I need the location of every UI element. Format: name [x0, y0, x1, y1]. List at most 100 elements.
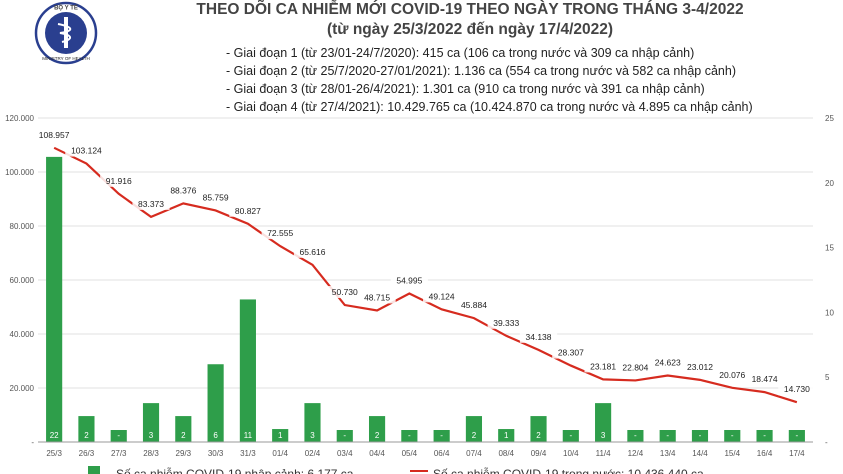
- bar-data-label: 3: [310, 431, 315, 440]
- y-axis-left: - 20.000 40.000 60.000 80.000 100.000 120.000: [5, 114, 34, 447]
- x-tick-label: 08/4: [498, 449, 514, 458]
- bar-data-label: -: [408, 431, 411, 440]
- line-label-bg: [778, 383, 816, 396]
- bar: [691, 430, 709, 442]
- bar: [368, 416, 386, 442]
- line-label-bg: [584, 360, 622, 373]
- bar-data-label: 2: [181, 431, 186, 440]
- bar-data-label: 2: [84, 431, 89, 440]
- bar: [595, 403, 612, 442]
- line-data-label: 50.730: [332, 287, 358, 297]
- x-tick-label: 26/3: [79, 449, 95, 458]
- bar-data-label: -: [699, 431, 702, 440]
- line-label-bg: [423, 290, 461, 303]
- x-tick-label: 17/4: [789, 449, 805, 458]
- line-data-label: 18.474: [752, 374, 778, 384]
- line-label-bg: [358, 291, 396, 304]
- line-label-bg: [487, 316, 525, 329]
- bar: [336, 430, 353, 442]
- bar: [46, 156, 63, 442]
- legend: Số ca nhiễm COVID-19 nhập cảnh: 6.177 ca…: [88, 466, 704, 474]
- ministry-of-health-logo: BỘ Y TẾ MINISTRY OF HEALTH: [34, 1, 98, 65]
- x-tick-label: 11/4: [596, 449, 612, 458]
- bar: [465, 416, 483, 442]
- x-tick-label: 14/4: [692, 449, 708, 458]
- bar: [239, 299, 256, 442]
- line-label-bg: [261, 227, 299, 240]
- bar: [659, 430, 676, 442]
- bar: [724, 430, 741, 442]
- line-label-bg: [649, 356, 687, 369]
- note-phase-2: - Giai đoạn 2 (từ 25/7/2020-27/01/2021):…: [226, 64, 736, 78]
- x-tick-label: 10/4: [563, 449, 579, 458]
- line-data-label: 88.376: [170, 185, 196, 195]
- y-left-tick-label: 40.000: [10, 330, 35, 339]
- bar: [78, 416, 95, 442]
- line-label-bg: [100, 174, 138, 187]
- x-tick-label: 29/3: [176, 449, 192, 458]
- bar-data-label: 11: [244, 431, 253, 440]
- bar: [788, 430, 805, 442]
- x-tick-label: 16/4: [757, 449, 773, 458]
- line-data-label: 20.076: [719, 370, 745, 380]
- bar: [175, 416, 192, 442]
- x-tick-label: 04/4: [369, 449, 385, 458]
- x-tick-label: 27/3: [111, 449, 127, 458]
- line-data-label: 23.181: [590, 361, 616, 371]
- chart-title: THEO DÕI CA NHIỄM MỚI COVID-19 THEO NGÀY…: [196, 0, 743, 18]
- bar: [142, 403, 160, 442]
- logo-text-top: BỘ Y TẾ: [54, 4, 78, 12]
- note-phase-3: - Giai đoạn 3 (từ 28/01-26/4/2021): 1.30…: [226, 82, 705, 96]
- x-tick-label: 01/4: [272, 449, 288, 458]
- line-data-label: 54.995: [396, 276, 422, 286]
- y-left-tick-label: 80.000: [10, 222, 35, 231]
- y-right-tick-label: 10: [825, 308, 834, 317]
- y-left-tick-label: 100.000: [5, 168, 34, 177]
- line-data-label: 91.916: [106, 176, 132, 186]
- bar: [401, 430, 418, 442]
- line-data-label: 28.307: [558, 348, 584, 358]
- line-label-bg: [293, 245, 332, 258]
- bar: [207, 364, 224, 442]
- notes-block: - Giai đoạn 1 (từ 23/01-24/7/2020): 415 …: [226, 46, 753, 114]
- y-right-tick-label: 25: [825, 114, 834, 123]
- bar-data-label: -: [731, 431, 734, 440]
- line-label-bg: [616, 361, 654, 374]
- legend-bar-swatch: [88, 466, 100, 474]
- line-data-label: 48.715: [364, 292, 390, 302]
- line-label-bg: [745, 373, 784, 386]
- x-tick-label: 12/4: [628, 449, 644, 458]
- line-label-bg: [32, 128, 76, 141]
- logo-text-bottom: MINISTRY OF HEALTH: [42, 56, 90, 61]
- x-tick-label: 02/4: [305, 449, 321, 458]
- bar: [304, 403, 321, 442]
- bar-data-label: 3: [601, 431, 606, 440]
- line-label-bg: [132, 197, 170, 210]
- bar-data-label: 2: [472, 431, 477, 440]
- bar-data-label: -: [666, 431, 669, 440]
- line-data-label: 83.373: [138, 199, 164, 209]
- y-right-tick-label: 20: [825, 179, 834, 188]
- line-data-label: 45.884: [461, 300, 487, 310]
- line-label-bg: [164, 184, 202, 197]
- bar-data-label: -: [796, 431, 799, 440]
- line-label-bg: [552, 346, 590, 359]
- line-data-label: 34.138: [526, 332, 552, 342]
- bar-data-label: -: [763, 431, 766, 440]
- line-data-label: 85.759: [203, 192, 229, 202]
- line-data-label: 23.012: [687, 362, 713, 372]
- y-left-tick-label: 120.000: [5, 114, 34, 123]
- line-data-label: 65.616: [299, 247, 325, 257]
- line-data-label: 22.804: [622, 362, 648, 372]
- bar-data-label: 22: [50, 431, 59, 440]
- x-tick-label: 31/3: [240, 449, 256, 458]
- bar: [433, 430, 450, 442]
- bar: [530, 416, 547, 442]
- bar-data-label: -: [343, 431, 346, 440]
- line-label-bg: [326, 286, 364, 299]
- legend-bar-label: Số ca nhiễm COVID-19 nhập cảnh: 6.177 ca: [116, 466, 354, 474]
- x-tick-label: 05/4: [402, 449, 418, 458]
- x-tick-label: 07/4: [466, 449, 482, 458]
- bar-series: [46, 156, 805, 442]
